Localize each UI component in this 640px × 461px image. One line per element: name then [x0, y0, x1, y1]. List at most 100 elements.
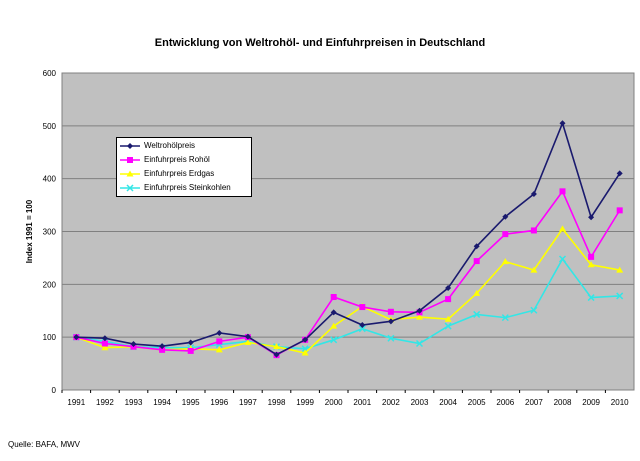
x-tick-label: 1991	[67, 398, 85, 407]
x-marker-stroke	[616, 292, 624, 300]
data-point	[330, 322, 338, 329]
x-tick-label: 1993	[125, 398, 143, 407]
series-line	[76, 189, 621, 357]
data-point	[530, 306, 538, 314]
data-point	[588, 253, 595, 260]
legend-marker	[126, 183, 134, 192]
data-point	[130, 341, 137, 348]
x-marker-stroke	[501, 314, 509, 322]
data-point	[358, 325, 366, 333]
data-point	[330, 336, 338, 344]
data-point	[502, 231, 509, 238]
data-point	[159, 343, 166, 350]
x-tick-label: 2007	[525, 398, 543, 407]
data-point	[416, 313, 423, 320]
legend-swatch	[120, 142, 140, 149]
data-point	[273, 351, 280, 358]
data-point	[530, 227, 537, 234]
source-note: Quelle: BAFA, MWV	[8, 440, 81, 449]
legend-label: Einfuhrpreis Erdgas	[144, 169, 215, 178]
data-point	[559, 225, 566, 232]
data-point	[530, 190, 537, 197]
data-point	[387, 334, 395, 342]
x-tick-label: 2005	[468, 398, 486, 407]
legend-marker	[127, 142, 133, 149]
x-tick-label: 1999	[296, 398, 314, 407]
data-point	[444, 322, 452, 330]
legend-swatch	[120, 156, 140, 163]
data-point	[101, 344, 109, 351]
data-point	[359, 304, 366, 311]
x-marker-stroke	[330, 336, 338, 344]
data-point	[444, 315, 452, 322]
x-tick-label: 2001	[353, 398, 371, 407]
y-tick-label: 300	[43, 228, 57, 237]
data-point	[330, 294, 337, 301]
data-point	[387, 318, 394, 325]
data-point	[359, 322, 366, 329]
x-marker-stroke	[126, 183, 134, 192]
x-tick-label: 2008	[554, 398, 572, 407]
x-tick-label: 2002	[382, 398, 400, 407]
data-point	[73, 334, 80, 341]
x-marker-stroke	[530, 306, 538, 314]
data-point	[159, 346, 166, 353]
x-tick-label: 1997	[239, 398, 257, 407]
x-tick-label: 1994	[153, 398, 171, 407]
legend-swatch	[120, 170, 140, 176]
y-tick-label: 500	[43, 122, 57, 131]
data-point	[330, 309, 337, 316]
legend-label: Einfuhrpreis Steinkohlen	[144, 183, 231, 192]
data-point	[501, 314, 509, 322]
y-tick-label: 600	[43, 69, 57, 78]
data-point	[187, 347, 194, 354]
y-tick-label: 100	[43, 333, 57, 342]
data-point	[187, 339, 194, 346]
chart-title: Entwicklung von Weltrohöl- und Einfuhrpr…	[154, 37, 486, 49]
data-point	[473, 258, 480, 265]
legend-item: Weltrohölpreis	[117, 139, 251, 152]
legend-label: Einfuhrpreis Rohöl	[144, 155, 210, 164]
legend-item: Einfuhrpreis Steinkohlen	[117, 181, 251, 194]
x-tick-label: 2010	[611, 398, 629, 407]
x-marker-stroke	[301, 345, 309, 353]
data-point	[559, 188, 566, 195]
data-point	[587, 294, 595, 302]
x-marker-stroke	[587, 294, 595, 302]
data-point	[530, 266, 538, 273]
x-marker-stroke	[558, 255, 567, 263]
x-tick-label: 2004	[439, 398, 457, 407]
x-marker-stroke	[415, 339, 424, 348]
data-point	[473, 243, 480, 250]
x-tick-label: 2003	[411, 398, 429, 407]
y-tick-label: 200	[43, 280, 57, 289]
data-point	[216, 338, 223, 345]
y-tick-label: 400	[43, 175, 57, 184]
legend-label: Weltrohölpreis	[144, 141, 195, 150]
x-marker-stroke	[473, 310, 481, 318]
data-point	[273, 343, 280, 350]
x-marker-stroke	[444, 322, 452, 330]
series-line	[76, 120, 621, 356]
data-point	[616, 207, 623, 214]
data-point	[501, 258, 509, 265]
data-point	[416, 307, 423, 314]
x-tick-label: 2000	[325, 398, 343, 407]
data-point	[301, 349, 309, 356]
data-point	[101, 335, 108, 342]
legend: Weltrohölpreis Einfuhrpreis Rohöl Einfuhrp…	[116, 137, 252, 197]
data-point	[101, 340, 108, 347]
x-tick-label: 2009	[582, 398, 600, 407]
data-point	[415, 339, 424, 348]
data-point	[387, 308, 394, 315]
data-point	[473, 310, 481, 318]
data-point	[244, 333, 251, 340]
legend-marker	[126, 170, 134, 176]
data-point	[502, 213, 509, 220]
data-point	[445, 285, 452, 292]
data-point	[445, 296, 452, 303]
legend-item: Einfuhrpreis Erdgas	[117, 167, 251, 180]
x-tick-label: 2006	[496, 398, 514, 407]
x-tick-label: 1998	[268, 398, 286, 407]
